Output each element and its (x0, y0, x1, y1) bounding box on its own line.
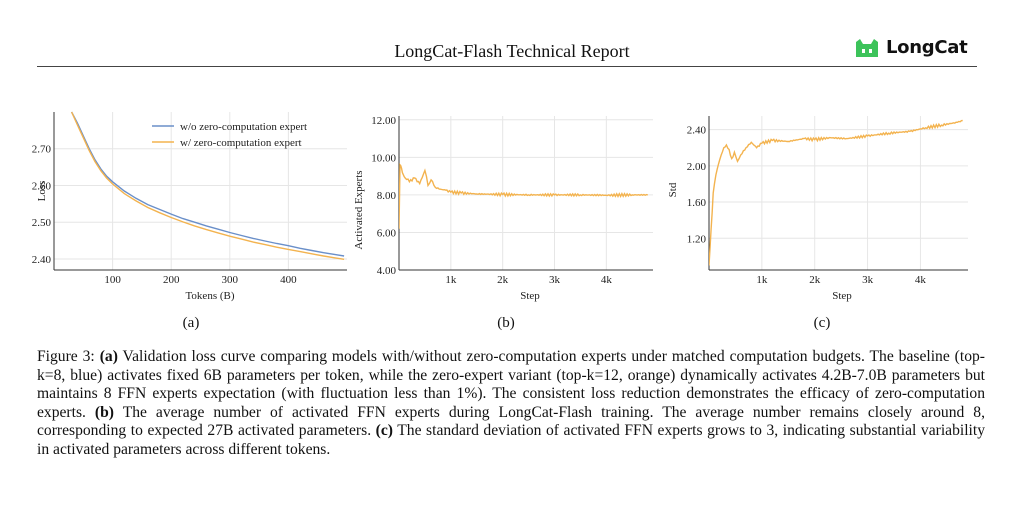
x-axis-label: Tokens (B) (185, 290, 234, 302)
x-tick-label: 3k (549, 274, 561, 286)
caption-c-tag: (c) (375, 422, 393, 439)
logo-wordmark: LongCat (886, 37, 968, 58)
y-tick-label: 2.40 (32, 254, 52, 266)
y-tick-label: 4.00 (377, 265, 397, 277)
longcat-logo-icon (856, 38, 878, 57)
panel-label-b: (b) (497, 315, 515, 331)
x-tick-label: 300 (222, 274, 239, 286)
x-tick-label: 2k (809, 274, 821, 286)
x-tick-label: 200 (163, 274, 180, 286)
y-tick-label: 2.50 (32, 217, 52, 229)
y-tick-label: 6.00 (377, 227, 397, 239)
x-axis-label: Step (832, 290, 852, 302)
y-tick-label: 12.00 (371, 115, 396, 127)
y-tick-label: 8.00 (377, 190, 397, 202)
chart-b-activated-experts: 1k 2k 3k 4k 4.00 6.00 8.00 10.00 12.00 Step Activa… (353, 115, 653, 302)
y-tick-label: 1.20 (687, 233, 707, 245)
longcat-logo: LongCat (854, 37, 968, 58)
series-line-a-1 (70, 111, 345, 260)
y-tick-label: 2.60 (32, 180, 52, 192)
report-title: LongCat-Flash Technical Report (394, 41, 630, 61)
legend-label: w/o zero-computation expert (180, 121, 307, 133)
series-line-c-0 (709, 119, 963, 266)
x-tick-label: 3k (862, 274, 874, 286)
caption-a-tag: (a) (99, 348, 118, 365)
figure-caption: Figure 3: (a) Validation loss curve comp… (37, 348, 985, 459)
caption-b-text: The average number of activated FFN expe… (37, 403, 985, 440)
y-axis-label: Activated Experts (353, 170, 365, 249)
y-tick-label: 1.60 (687, 197, 707, 209)
legend-label: w/ zero-computation expert (180, 137, 302, 149)
x-tick-label: 1k (445, 274, 457, 286)
caption-b-tag: (b) (94, 403, 114, 421)
chart-c-std: 1k 2k 3k 4k 1.20 1.60 2.00 2.40 Step Std (667, 116, 968, 302)
panel-label-a: (a) (182, 315, 200, 331)
x-tick-label: 1k (756, 274, 768, 286)
caption-fig: Figure 3: (37, 348, 100, 365)
panel-label-c: (c) (813, 315, 831, 331)
y-tick-label: 10.00 (371, 152, 396, 164)
caption-a-text: Validation loss curve comparing models w… (37, 348, 985, 421)
x-tick-label: 2k (497, 274, 509, 286)
y-axis-label: Std (667, 182, 679, 197)
y-tick-label: 2.70 (32, 144, 52, 156)
series-line-a-0 (70, 111, 345, 257)
y-tick-label: 2.40 (687, 125, 707, 137)
y-axis-label: Loss (36, 181, 48, 202)
x-tick-label: 4k (915, 274, 927, 286)
x-axis-label: Step (520, 290, 540, 302)
chart-a-validation-loss: 100 200 300 400 2.40 2.50 2.60 2.70 Tokens (B) Lo… (32, 111, 347, 302)
y-tick-label: 2.00 (687, 161, 707, 173)
header-rule (37, 66, 977, 67)
x-tick-label: 100 (104, 274, 121, 286)
x-tick-label: 400 (280, 274, 297, 286)
series-line-b-0 (399, 162, 648, 229)
caption-c-text: The standard deviation of activated FFN … (37, 422, 985, 458)
x-tick-label: 4k (601, 274, 613, 286)
